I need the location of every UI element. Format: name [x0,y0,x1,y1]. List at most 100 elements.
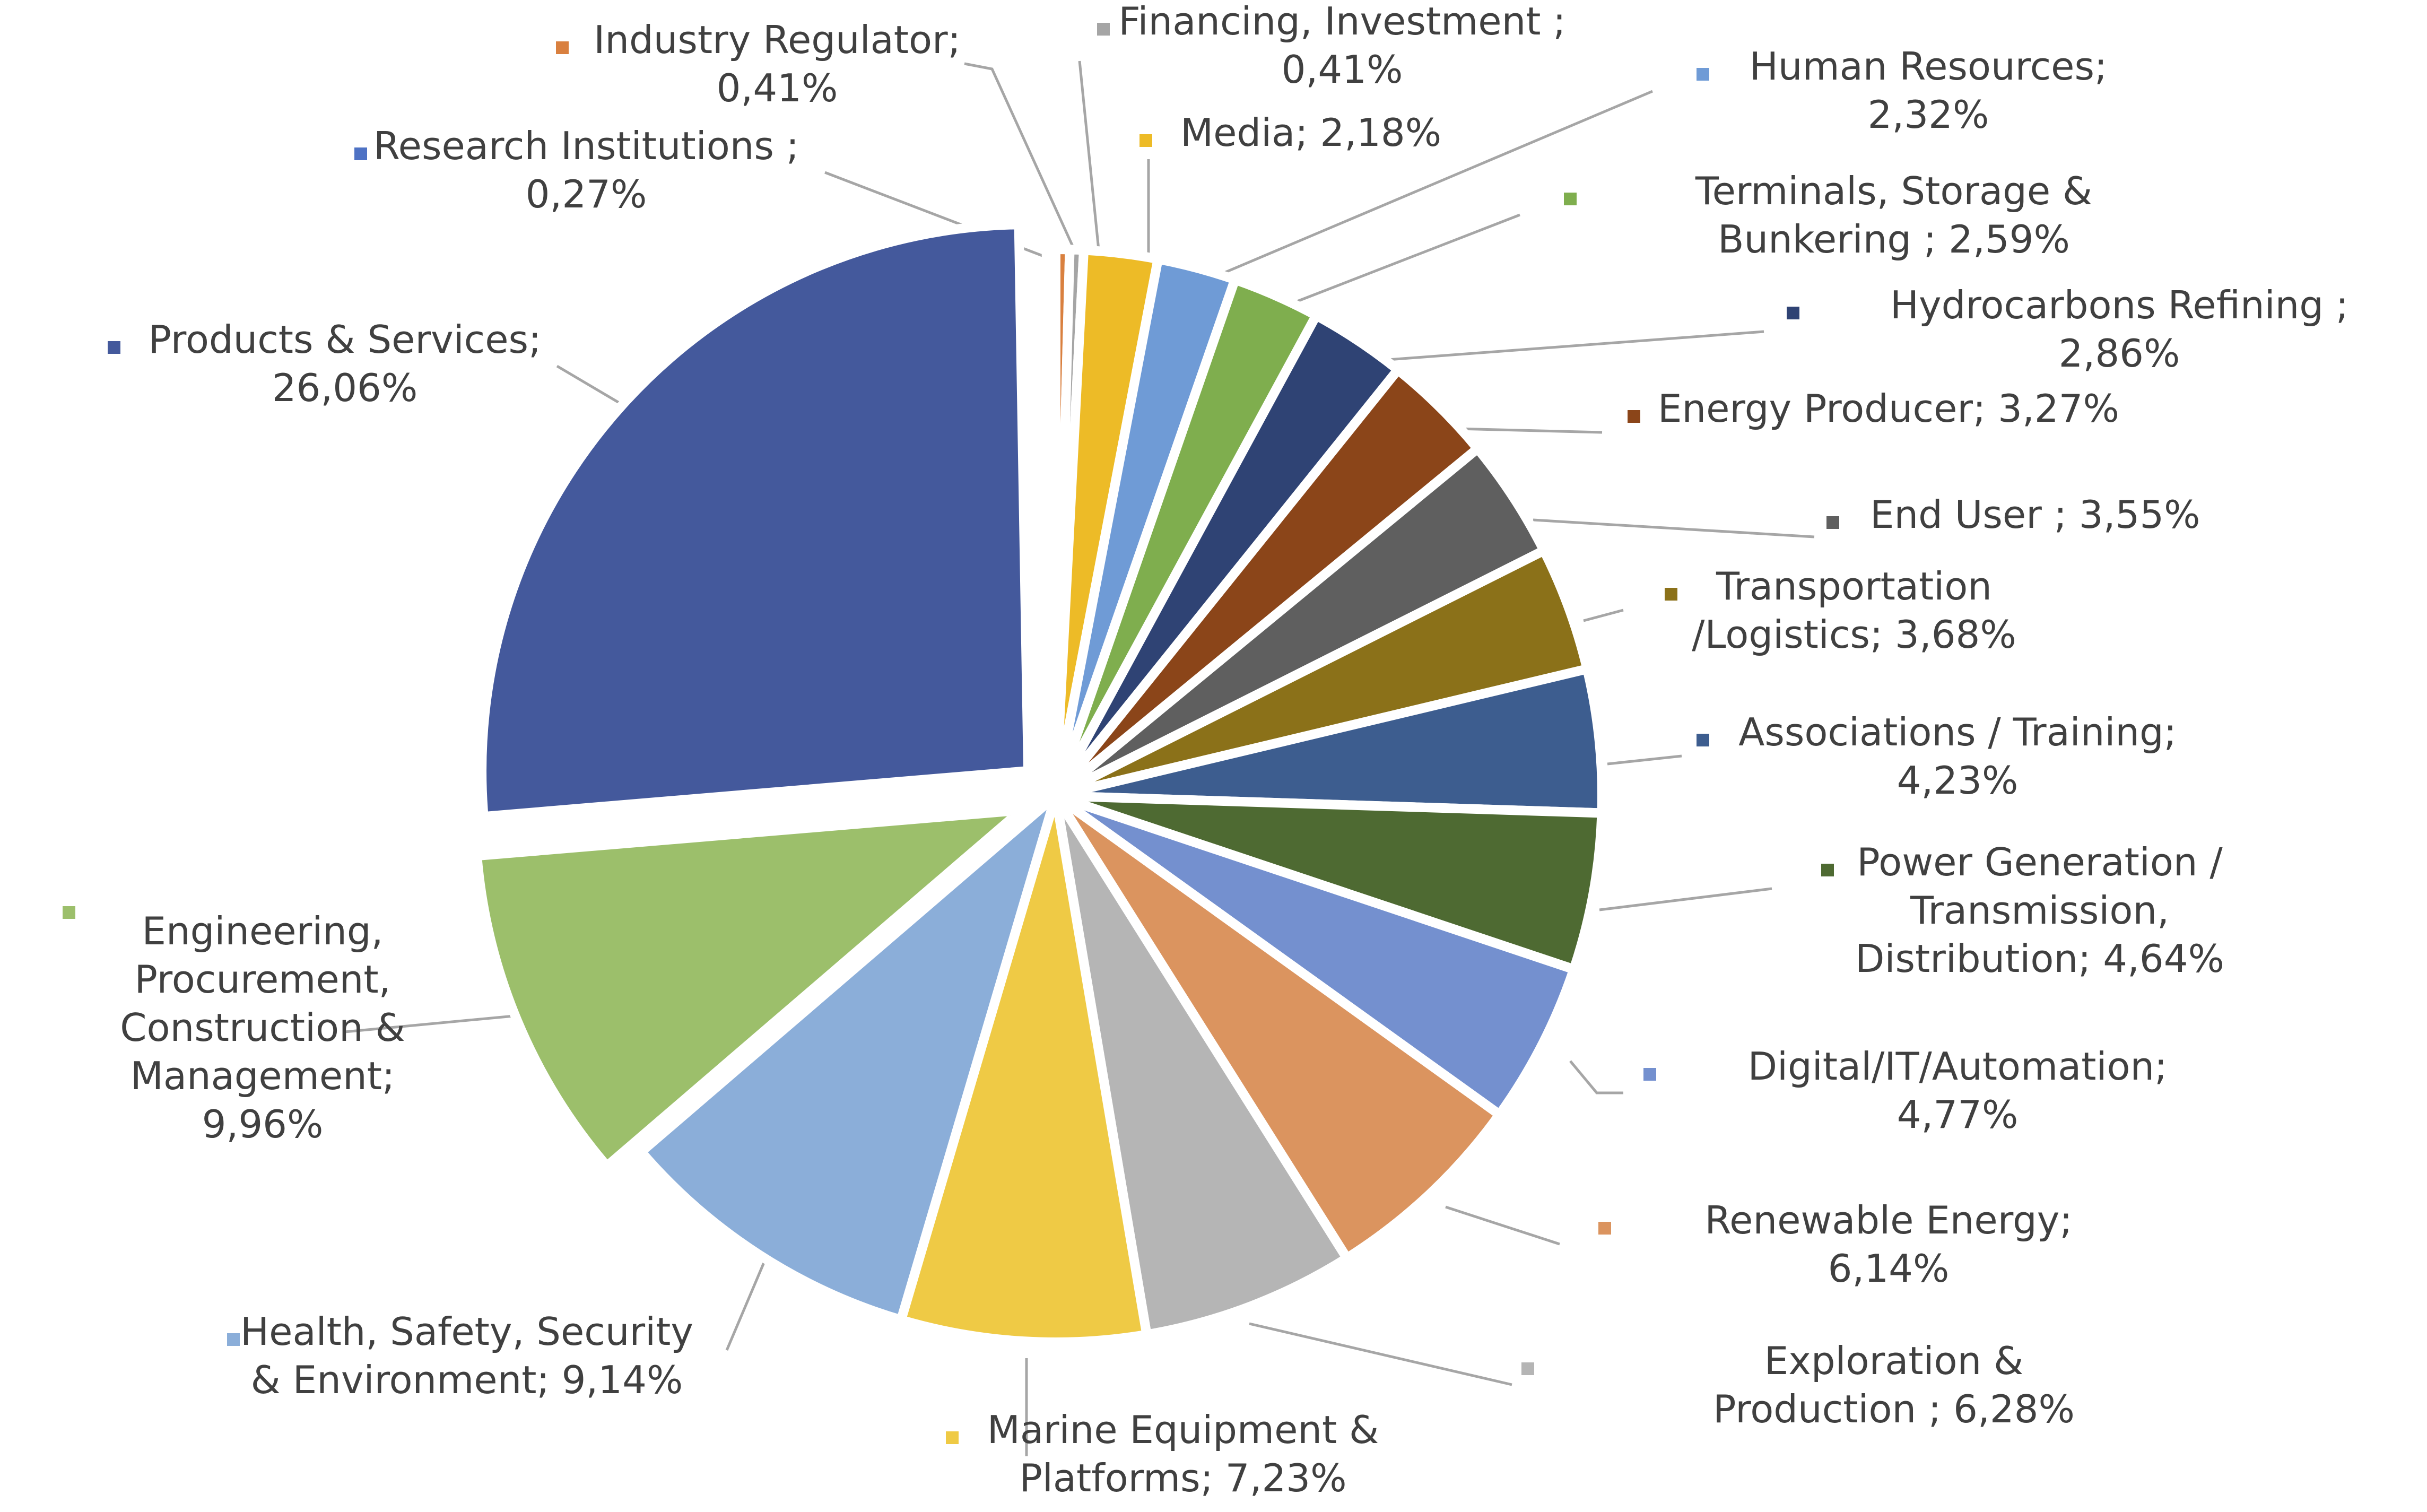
slice-name-label: Energy Producer; 3,27% [1658,386,2119,431]
slice-color-marker [1826,516,1839,529]
slice-color-marker [1665,588,1677,601]
slice-name-label: Products & Services; [149,317,542,362]
slice-color-marker [63,906,75,919]
slice-name-label: Transportation [1716,564,1992,609]
pie-slice [896,791,1152,1347]
slice-name-label: Media; 2,18% [1180,110,1441,155]
pie-slice [1041,244,1060,801]
slice-name-label: Management; [131,1054,395,1098]
slice-color-marker [1097,23,1110,36]
slice-value-label: Production ; 6,28% [1713,1387,2075,1431]
slice-label: Digital/IT/Automation; 4,77% [1748,1044,2168,1137]
leader-line [1204,90,1653,283]
slice-label: Terminals, Storage & Bunkering ; 2,59% [1695,169,2092,262]
slice-name-label: Terminals, Storage & [1695,169,2092,213]
slice-name-label: Financing, Investment ; [1118,0,1565,44]
leader-line [1533,518,1815,538]
slice-label: Research Institutions ; 0,27% [373,124,799,216]
slice-name-label: Construction & [120,1005,405,1050]
slice-value-label: Distribution; 4,64% [1855,936,2224,981]
slice-label: Health, Safety, Security & Environment; 9… [240,1309,693,1402]
slice-name-label: Research Institutions ; [373,124,799,168]
slice-label: Products & Services; 26,06% [149,317,542,410]
slice-name-label: End User ; 3,55% [1870,492,2200,537]
leader-line [1456,427,1603,434]
slice-value-label: & Environment; 9,14% [251,1358,683,1402]
slice-value-label: /Logistics; 3,68% [1692,612,2016,657]
slice-value-label: 0,41% [717,66,838,110]
slice-label: Energy Producer; 3,27% [1658,386,2119,431]
leader-line [964,62,1085,272]
slice-label: Exploration & Production ; 6,28% [1713,1339,2075,1431]
slice-value-label: 4,77% [1897,1092,2019,1137]
slice-name-label: Procurement, [135,957,391,1002]
slice-labels: Industry Regulator; 0,41%Financing, Inves… [63,0,2348,1500]
slice-name-label: Hydrocarbons Refining ; [1890,283,2348,327]
slice-color-marker [1643,1068,1656,1081]
slice-color-marker [1821,864,1834,876]
leader-lines [344,60,1815,1456]
slice-label: Associations / Training; 4,23% [1738,710,2177,803]
slice-value-label: 2,86% [2059,331,2180,376]
slice-label: Renewable Energy; 6,14% [1704,1198,2072,1291]
slice-name-label: Industry Regulator; [594,18,961,62]
slice-color-marker [1598,1222,1611,1235]
slice-value-label: 0,27% [526,172,647,216]
slice-name-label: Exploration & [1764,1339,2024,1383]
slice-color-marker [946,1431,959,1444]
slice-label: Financing, Investment ; 0,41% [1118,0,1565,92]
slice-name-label: Marine Equipment & [987,1407,1379,1452]
slice-color-marker [1697,68,1709,81]
slice-color-marker [1697,734,1709,746]
slice-label: Marine Equipment & Platforms; 7,23% [987,1407,1379,1500]
leader-line [824,171,1075,270]
pie-slice [1051,664,1607,818]
slice-value-label: 4,23% [1897,758,2019,803]
slice-value-label: 6,14% [1828,1246,1950,1291]
slice-name-label: Associations / Training; [1738,710,2177,754]
slice-color-marker [1628,410,1640,423]
slice-name-label: Engineering, [142,909,384,953]
slice-name-label: Human Resources; [1750,44,2108,89]
slice-color-marker [1564,193,1577,205]
pie-slice [636,791,1060,1325]
pie-slices [472,220,1607,1347]
slice-name-label: Power Generation / [1857,840,2223,884]
slice-color-marker [1139,134,1152,147]
slice-value-label: 2,32% [1868,92,1989,137]
slice-color-marker [1787,307,1799,319]
slice-label: Power Generation / Transmission, Distribut… [1855,840,2224,981]
slice-value-label: 9,96% [202,1102,324,1146]
slice-color-marker [556,41,569,54]
slice-value-label: 26,06% [272,366,418,410]
slice-label: Media; 2,18% [1180,110,1441,155]
pie-slice [472,805,1027,1171]
slice-color-marker [354,147,367,160]
leader-line [1078,60,1102,271]
leader-line [725,1262,765,1351]
leader-line [1373,330,1764,362]
leader-line [1583,609,1624,622]
pie-slice [1051,791,1579,1119]
slice-label: Engineering, Procurement, Construction & Ma… [120,909,405,1146]
leader-line [1607,754,1682,766]
slice-value-label: Bunkering ; 2,59% [1718,217,2070,262]
leader-line [1294,213,1520,304]
slice-name-label: Health, Safety, Security [240,1309,693,1354]
slice-name-label: Digital/IT/Automation; [1748,1044,2168,1089]
slice-value-label: 0,41% [1282,47,1403,92]
slice-value-label: Platforms; 7,23% [1019,1456,1346,1500]
leader-line [1599,887,1772,911]
slice-label: Transportation/Logistics; 3,68% [1692,564,2016,657]
slice-name-label: Renewable Energy; [1704,1198,2072,1242]
pie-slice [477,220,1033,822]
slice-label: Hydrocarbons Refining ; 2,86% [1890,283,2348,376]
slice-label: Industry Regulator; 0,41% [594,18,961,110]
leader-line [1569,1060,1623,1094]
slice-color-marker [108,341,120,354]
leader-line [1445,1205,1560,1246]
pie-slice [1051,791,1504,1263]
slice-label: End User ; 3,55% [1870,492,2200,537]
leader-line [1249,1322,1512,1386]
